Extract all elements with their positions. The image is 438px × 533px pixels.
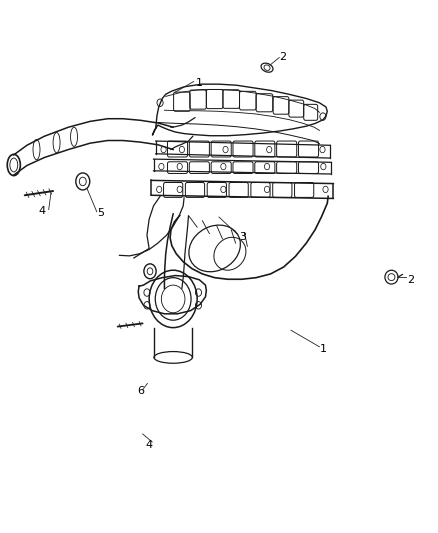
Text: 1: 1 [196, 78, 203, 88]
Text: 1: 1 [320, 344, 327, 354]
Text: 2: 2 [407, 275, 415, 285]
Ellipse shape [144, 264, 156, 279]
Text: 2: 2 [279, 52, 286, 61]
Ellipse shape [385, 270, 398, 284]
Text: 4: 4 [39, 206, 46, 216]
Text: 6: 6 [137, 386, 144, 397]
Text: 4: 4 [145, 440, 153, 450]
Ellipse shape [76, 173, 90, 190]
Text: 5: 5 [98, 208, 105, 219]
Text: 3: 3 [240, 232, 247, 243]
